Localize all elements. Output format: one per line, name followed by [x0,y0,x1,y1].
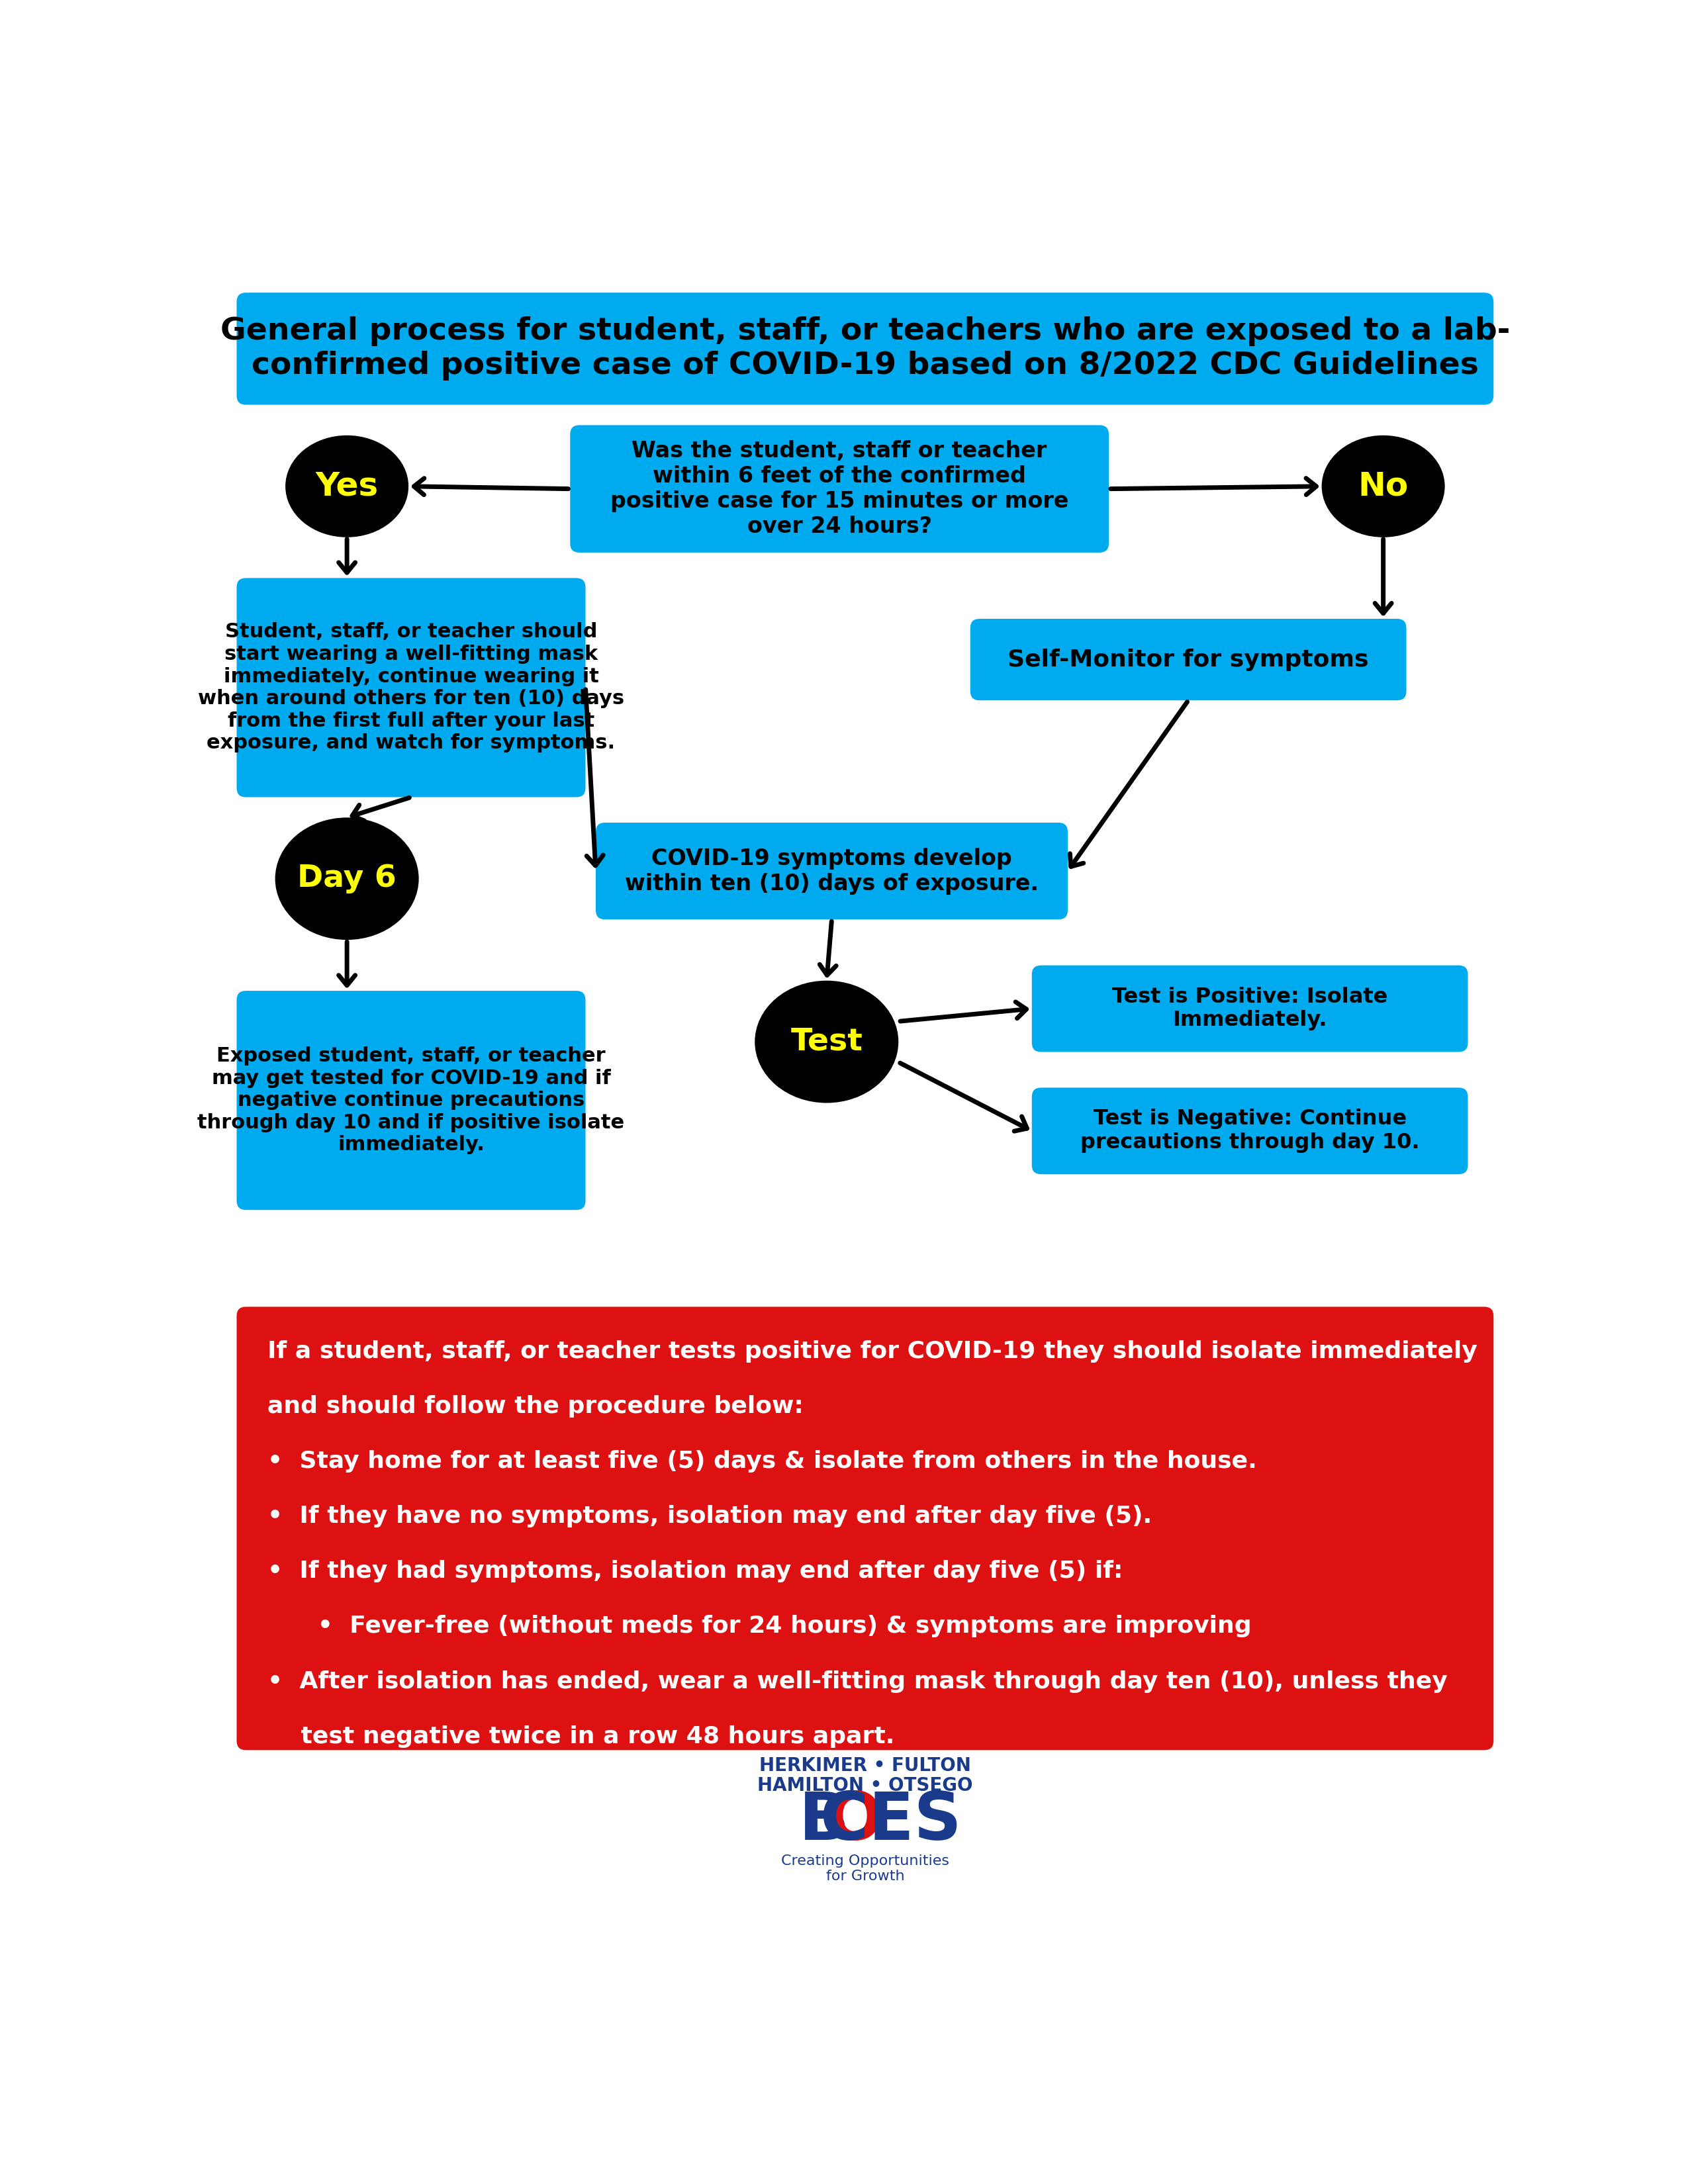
Text: Day 6: Day 6 [297,865,397,893]
Text: and should follow the procedure below:: and should follow the procedure below: [267,1396,803,1417]
Text: B: B [798,1789,849,1854]
Text: Yes: Yes [316,470,378,502]
Text: Was the student, staff or teacher
within 6 feet of the confirmed
positive case f: Was the student, staff or teacher within… [611,439,1069,537]
Text: No: No [1359,470,1408,502]
Text: test negative twice in a row 48 hours apart.: test negative twice in a row 48 hours ap… [267,1725,895,1747]
Text: HAMILTON • OTSEGO: HAMILTON • OTSEGO [758,1776,972,1795]
FancyBboxPatch shape [236,293,1494,404]
Text: HERKIMER • FULTON: HERKIMER • FULTON [760,1756,971,1776]
Text: Test is Positive: Isolate
Immediately.: Test is Positive: Isolate Immediately. [1112,987,1388,1031]
Text: •  After isolation has ended, wear a well-fitting mask through day ten (10), unl: • After isolation has ended, wear a well… [267,1671,1448,1693]
Text: •  Fever-free (without meds for 24 hours) & symptoms are improving: • Fever-free (without meds for 24 hours)… [267,1616,1251,1638]
Text: Exposed student, staff, or teacher
may get tested for COVID-19 and if
negative c: Exposed student, staff, or teacher may g… [197,1046,625,1155]
Ellipse shape [285,435,408,537]
Ellipse shape [275,817,419,939]
Text: Student, staff, or teacher should
start wearing a well-fitting mask
immediately,: Student, staff, or teacher should start … [197,622,625,753]
Text: •  If they have no symptoms, isolation may end after day five (5).: • If they have no symptoms, isolation ma… [267,1505,1151,1527]
Ellipse shape [755,981,898,1103]
FancyBboxPatch shape [571,426,1109,553]
Text: Test is Negative: Continue
precautions through day 10.: Test is Negative: Continue precautions t… [1080,1109,1420,1153]
FancyBboxPatch shape [1031,1088,1469,1175]
FancyBboxPatch shape [1031,965,1469,1053]
Text: COVID-19 symptoms develop
within ten (10) days of exposure.: COVID-19 symptoms develop within ten (10… [625,847,1038,895]
FancyBboxPatch shape [236,579,586,797]
FancyBboxPatch shape [236,992,586,1210]
FancyBboxPatch shape [236,1306,1494,1749]
Text: O: O [827,1789,883,1854]
Text: Test: Test [790,1026,863,1057]
Text: If a student, staff, or teacher tests positive for COVID-19 they should isolate : If a student, staff, or teacher tests po… [267,1339,1477,1363]
FancyBboxPatch shape [971,618,1406,701]
Ellipse shape [1322,435,1445,537]
FancyBboxPatch shape [596,823,1069,919]
Text: Creating Opportunities
for Growth: Creating Opportunities for Growth [782,1854,949,1883]
Text: •  Stay home for at least five (5) days & isolate from others in the house.: • Stay home for at least five (5) days &… [267,1450,1258,1472]
Text: General process for student, staff, or teachers who are exposed to a lab-
confir: General process for student, staff, or t… [219,317,1511,380]
Text: •  If they had symptoms, isolation may end after day five (5) if:: • If they had symptoms, isolation may en… [267,1559,1123,1583]
Text: CES: CES [820,1789,962,1854]
Text: Self-Monitor for symptoms: Self-Monitor for symptoms [1008,649,1369,670]
